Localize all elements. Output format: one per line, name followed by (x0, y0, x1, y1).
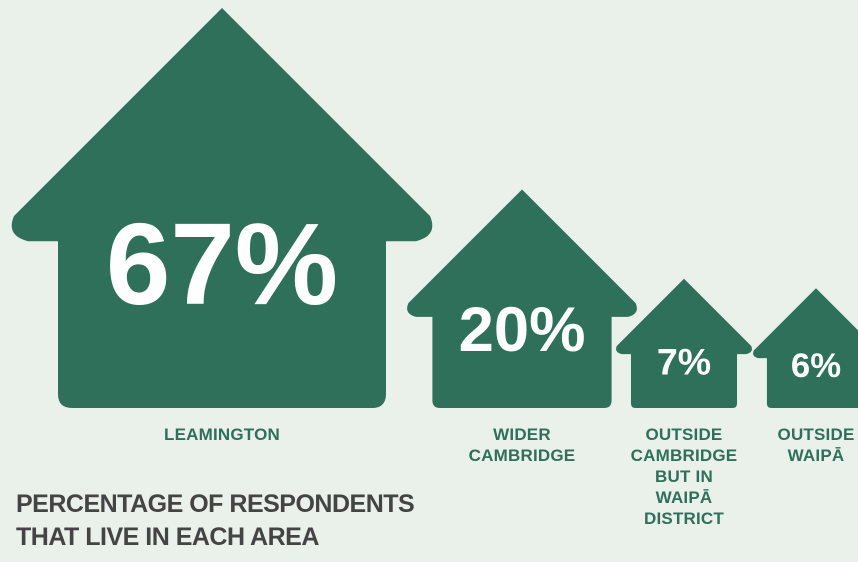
house-icon (407, 189, 637, 408)
category-label: OUTSIDE WAIPĀ (777, 425, 855, 465)
house-icon (616, 278, 752, 408)
category-label: OUTSIDE CAMBRIDGE BUT IN WAIPĀ DISTRICT (630, 425, 738, 528)
chart-title: PERCENTAGE OF RESPONDENTS THAT LIVE IN E… (16, 490, 415, 551)
category-label: LEAMINGTON (164, 425, 280, 444)
value-label: 67% (106, 199, 338, 329)
house-1: 67% (11, 8, 433, 408)
value-label: 20% (459, 295, 586, 365)
house-3: 7% (616, 278, 752, 408)
category-label: WIDER CAMBRIDGE (468, 425, 576, 465)
house-4: 6% (753, 288, 858, 408)
value-label: 6% (791, 347, 841, 385)
house-icon (753, 288, 858, 408)
house-icon (11, 8, 433, 408)
house-2: 20% (407, 189, 637, 408)
value-label: 7% (657, 340, 711, 382)
